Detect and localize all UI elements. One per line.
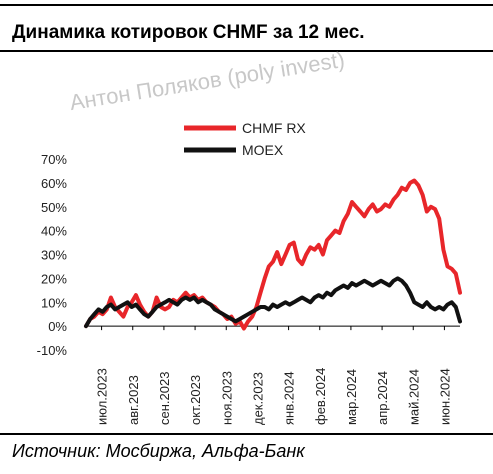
y-tick-label: 10% bbox=[41, 295, 67, 310]
x-tick-label: июл.2023 bbox=[95, 368, 110, 425]
chart-title: Динамика котировок CHMF за 12 мес. bbox=[12, 22, 365, 43]
y-tick-label: 20% bbox=[41, 271, 67, 286]
y-tick-label: 0% bbox=[48, 319, 67, 334]
x-tick-label: янв.2024 bbox=[282, 371, 297, 425]
axes: -10% 0% 10% 20% 30% 40% 50% 60% 70% июл.2023 авг.2… bbox=[37, 152, 460, 425]
x-tick-label: фев.2024 bbox=[313, 368, 328, 425]
legend-label: CHMF RX bbox=[242, 120, 306, 136]
bottom-rule bbox=[0, 433, 493, 435]
y-tick-label: 70% bbox=[41, 152, 67, 167]
x-tick-label: сен.2023 bbox=[157, 372, 172, 425]
top-rule bbox=[0, 4, 493, 6]
x-tick-label: авг.2023 bbox=[126, 375, 141, 425]
y-tick-label: 40% bbox=[41, 224, 67, 239]
y-tick-label: 50% bbox=[41, 200, 67, 215]
title-rule bbox=[0, 50, 493, 52]
series-group bbox=[84, 178, 462, 331]
series-line-moex bbox=[84, 276, 462, 329]
legend-label: MOEX bbox=[242, 142, 284, 158]
x-tick-label: май.2024 bbox=[406, 369, 421, 425]
y-tick-label: -10% bbox=[37, 343, 68, 358]
x-tick-label: окт.2023 bbox=[188, 375, 203, 425]
x-tick-label: ноя.2023 bbox=[219, 371, 234, 425]
x-tick-label: июн.2024 bbox=[437, 368, 452, 425]
y-tick-label: 60% bbox=[41, 176, 67, 191]
x-tick-label: апр.2024 bbox=[375, 371, 390, 425]
source-note: Источник: Мосбиржа, Альфа-Банк bbox=[12, 441, 305, 461]
x-tick-label: мар.2024 bbox=[344, 369, 359, 425]
x-tick-label: дек.2023 bbox=[250, 372, 265, 425]
legend: CHMF RX MOEX bbox=[184, 120, 306, 158]
y-tick-label: 30% bbox=[41, 248, 67, 263]
